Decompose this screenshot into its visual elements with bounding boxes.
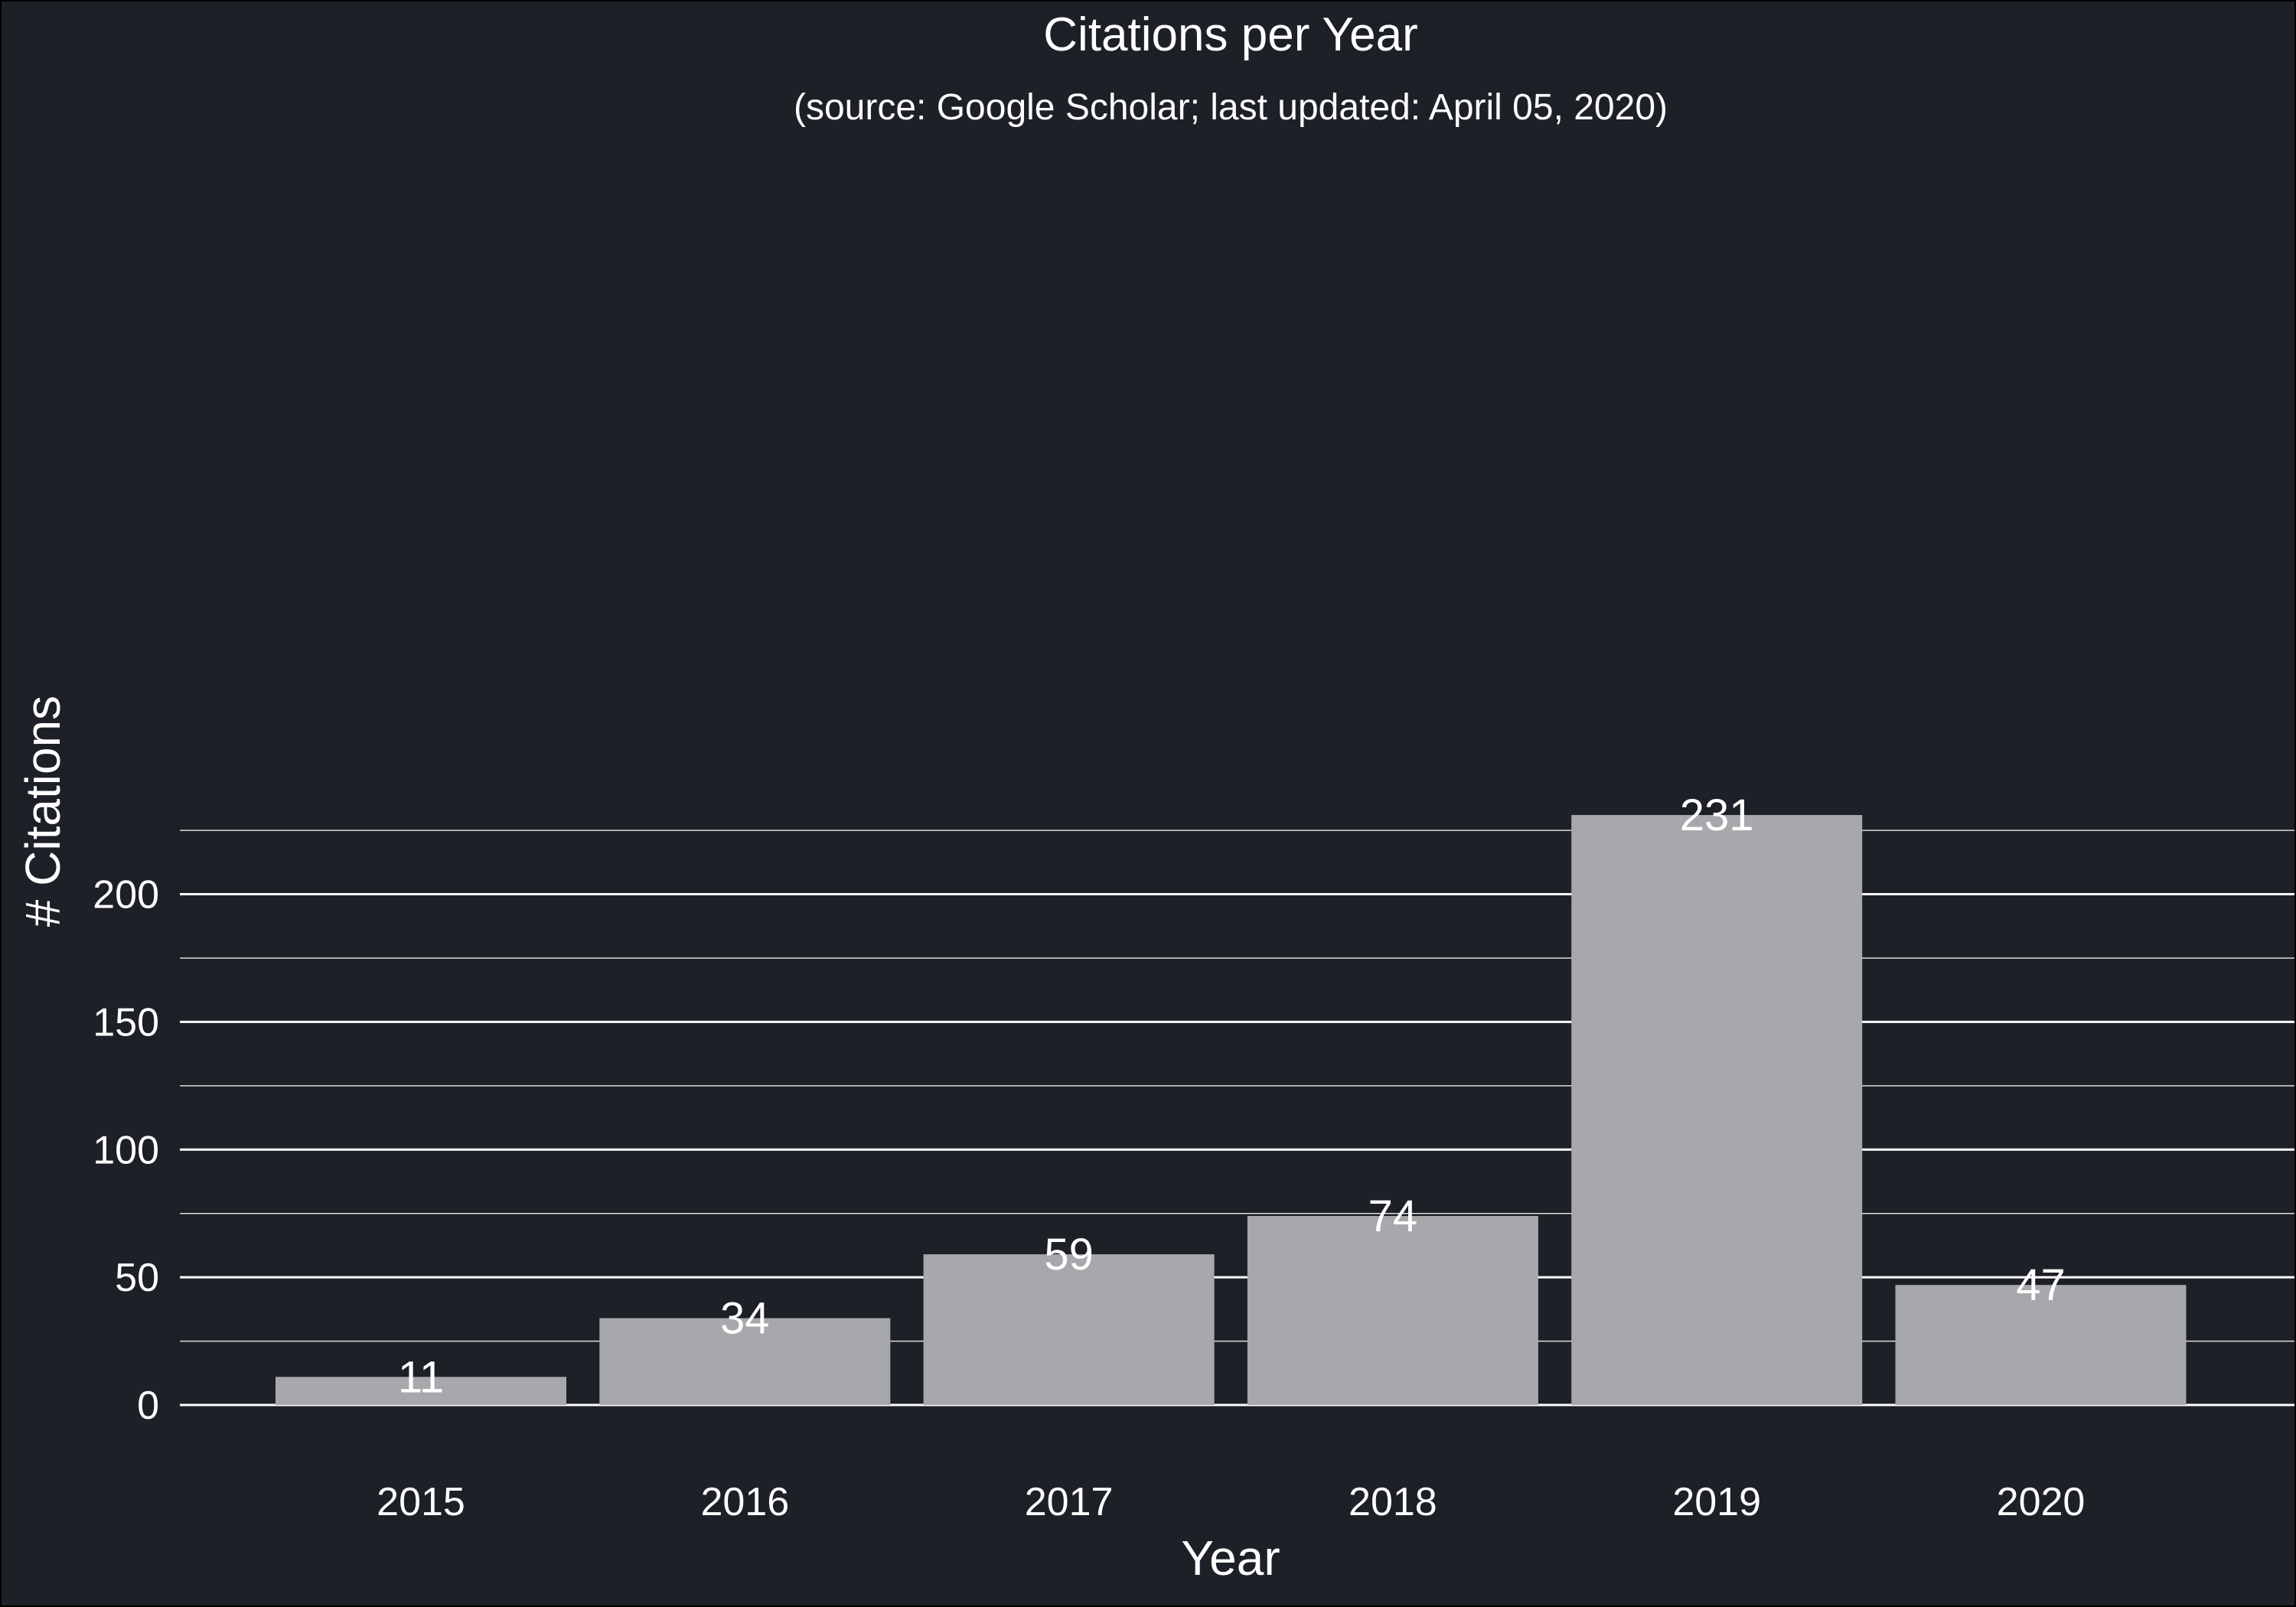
data-label: 74 (1368, 1191, 1418, 1241)
chart-title: Citations per Year (1043, 8, 1417, 61)
x-axis-label: Year (1181, 1530, 1280, 1586)
data-label: 231 (1680, 790, 1754, 840)
x-tick-label: 2015 (377, 1480, 465, 1524)
bar-2019 (1571, 815, 1863, 1405)
bar-2017 (923, 1254, 1215, 1405)
y-axis-label: # Citations (15, 696, 70, 927)
x-tick-label: 2018 (1349, 1480, 1437, 1524)
bar-2016 (599, 1318, 891, 1405)
x-tick-label: 2016 (700, 1480, 789, 1524)
y-tick-label: 150 (93, 1000, 159, 1045)
x-tick-label: 2017 (1025, 1480, 1114, 1524)
data-label: 11 (398, 1352, 444, 1402)
x-tick-label: 2020 (1997, 1480, 2086, 1524)
bar-2018 (1247, 1216, 1538, 1405)
x-tick-label: 2019 (1672, 1480, 1761, 1524)
bars (276, 815, 2187, 1405)
axes: 0 50 100 150 200 2015 2016 2017 2018 2019 2020 (93, 873, 2085, 1525)
bar-2020 (1895, 1285, 2187, 1405)
bar-2015 (276, 1377, 566, 1405)
y-tick-label: 0 (137, 1384, 159, 1428)
y-tick-label: 100 (93, 1128, 159, 1172)
y-tick-label: 200 (93, 873, 159, 918)
data-labels: 11 34 59 74 231 47 (398, 790, 2066, 1402)
y-tick-label: 50 (115, 1256, 159, 1300)
chart-subtitle: (source: Google Scholar; last updated: A… (794, 87, 1668, 128)
data-label: 59 (1044, 1230, 1094, 1279)
data-label: 47 (2016, 1260, 2066, 1310)
data-label: 34 (720, 1294, 770, 1344)
